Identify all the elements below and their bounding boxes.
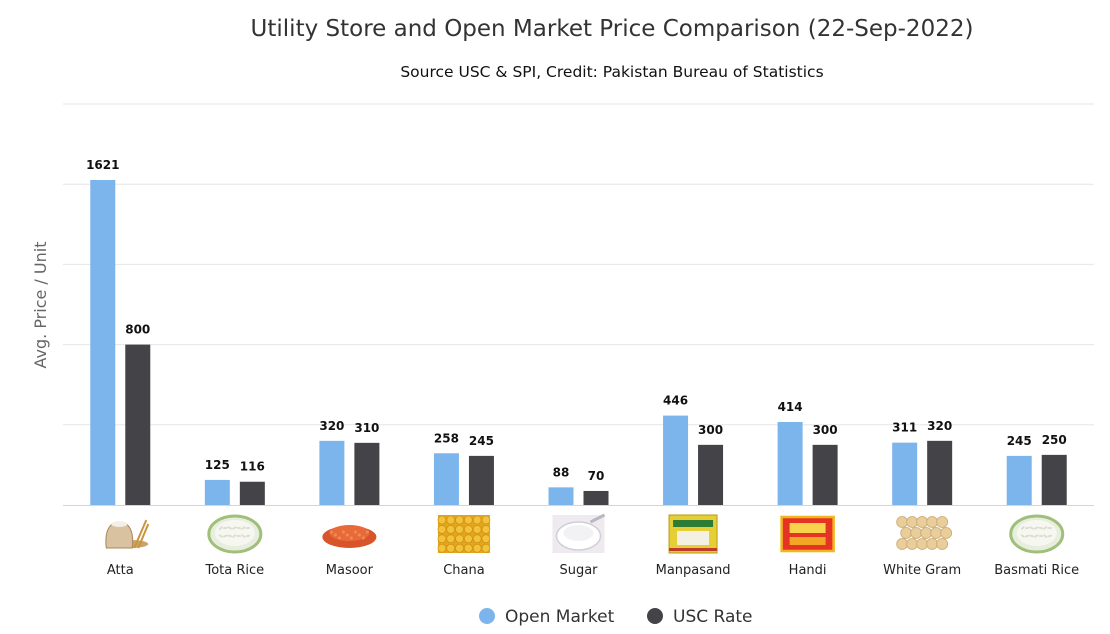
bar-usc-rate	[812, 444, 838, 505]
category-labels: Atta Tota Rice Masoor Chana Sugar Manpasand Ha…	[107, 563, 1079, 578]
data-label: 1621	[86, 158, 119, 172]
data-label: 245	[469, 434, 494, 448]
data-label: 300	[698, 423, 723, 437]
data-label: 310	[354, 421, 379, 435]
legend-marker	[479, 608, 495, 624]
data-label: 446	[663, 394, 688, 408]
manpasand-pack-icon	[668, 514, 718, 554]
basmati-rice-icon	[1009, 514, 1065, 554]
bar-usc-rate	[927, 440, 953, 505]
data-label: 258	[434, 431, 459, 445]
data-label: 88	[553, 465, 570, 479]
data-label: 250	[1042, 433, 1067, 447]
bar-usc-rate	[354, 442, 380, 505]
data-label: 125	[205, 458, 230, 472]
handi-pack-icon	[780, 515, 835, 553]
chana-icon	[437, 515, 491, 553]
data-labels: 1621 800 125 116 320 310 258 245 88 70 446 300 414 30…	[86, 158, 1067, 483]
chart-title: Utility Store and Open Market Price Comp…	[251, 16, 974, 42]
lentils-icon	[322, 525, 377, 548]
bar-usc-rate	[125, 344, 151, 505]
bar-usc-rate	[698, 444, 724, 505]
data-label: 800	[125, 323, 150, 337]
data-label: 311	[892, 421, 917, 435]
data-label: 245	[1007, 434, 1032, 448]
bar-open-market	[1006, 455, 1032, 505]
bar-open-market	[319, 440, 345, 505]
category-label: Handi	[789, 563, 827, 578]
bars	[90, 179, 1067, 505]
legend: Open Market USC Rate	[479, 607, 753, 627]
category-label: White Gram	[883, 563, 961, 578]
y-axis-label: Avg. Price / Unit	[31, 242, 50, 369]
bar-open-market	[90, 179, 116, 505]
flour-sack-icon	[105, 519, 150, 549]
bar-open-market	[204, 479, 230, 505]
bar-usc-rate	[468, 455, 494, 505]
legend-item[interactable]: Open Market	[505, 607, 615, 627]
gridlines	[63, 103, 1094, 506]
data-label: 70	[588, 469, 605, 483]
white-gram-icon	[896, 516, 953, 550]
bar-open-market	[433, 453, 459, 505]
bar-usc-rate	[1041, 454, 1067, 505]
bar-open-market	[777, 421, 803, 505]
sugar-bowl-icon	[552, 513, 606, 553]
data-label: 116	[240, 460, 265, 474]
data-label: 320	[319, 419, 344, 433]
legend-item[interactable]: USC Rate	[673, 607, 753, 627]
data-label: 300	[813, 423, 838, 437]
category-label: Tota Rice	[204, 563, 264, 578]
rice-bowl-icon	[207, 514, 263, 554]
category-label: Masoor	[326, 563, 374, 578]
category-label: Basmati Rice	[994, 563, 1079, 578]
chart-subtitle: Source USC & SPI, Credit: Pakistan Burea…	[400, 63, 823, 81]
category-label: Atta	[107, 563, 134, 578]
bar-usc-rate	[239, 481, 265, 505]
category-label: Manpasand	[656, 563, 731, 578]
category-label: Sugar	[559, 563, 598, 578]
bar-usc-rate	[583, 490, 609, 505]
bar-open-market	[663, 415, 689, 505]
bar-open-market	[892, 442, 918, 505]
data-label: 414	[778, 400, 803, 414]
bar-open-market	[548, 487, 574, 505]
category-label: Chana	[443, 563, 485, 578]
category-icons	[105, 513, 1065, 554]
data-label: 320	[927, 419, 952, 433]
legend-marker	[647, 608, 663, 624]
